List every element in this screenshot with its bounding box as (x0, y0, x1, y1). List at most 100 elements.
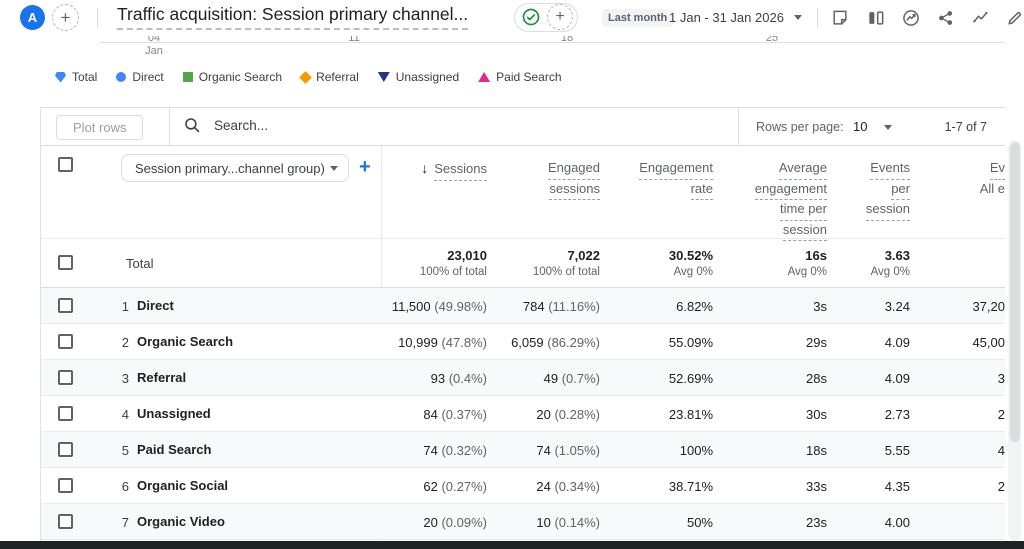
divider (817, 8, 818, 28)
avatar[interactable]: A (20, 5, 45, 30)
report-table-panel: Plot rows Search... Rows per page: 10 1-… (40, 107, 1005, 541)
plot-rows-button[interactable]: Plot rows (56, 115, 144, 140)
comparison-icon (869, 11, 884, 25)
column-header-events-per-session: Events per session (865, 159, 910, 221)
total-row-checkbox[interactable] (58, 255, 73, 270)
trends-button[interactable] (969, 6, 993, 30)
column-header-sessions: ↓ Sessions (421, 159, 487, 181)
total-events-per-session: 3.63 Avg 0% (870, 248, 910, 278)
table-row: 2 Organic Search 10,999 (47.8%) 6,059 (8… (41, 324, 1005, 360)
chevron-down-icon (330, 165, 338, 171)
table-body: 1 Direct 11,500 (49.98%) 784 (11.16%) 6.… (41, 288, 1005, 540)
legend-item-total[interactable]: Total (55, 70, 97, 84)
table-row: 6 Organic Social 62 (0.27%) 24 (0.34%) 3… (41, 468, 1005, 504)
square-marker-icon (182, 72, 193, 82)
period-label: Last month (602, 9, 674, 27)
channel-name: Organic Social (137, 478, 229, 493)
legend-item-organic-search[interactable]: Organic Search (182, 70, 282, 84)
chart-legend: Total Direct Organic Search Referral Una… (55, 70, 562, 84)
plus-icon: + (60, 7, 71, 27)
x-tick: 04 Jan (145, 36, 163, 57)
channel-name: Unassigned (137, 406, 211, 421)
search-placeholder: Search... (214, 118, 269, 133)
select-all-checkbox[interactable] (58, 157, 73, 172)
x-tick: 25 (765, 36, 779, 44)
chart-x-axis: 04 Jan 11 18 25 (0, 36, 1024, 68)
triangle-down-marker-icon (377, 72, 390, 82)
horizontal-scrollbar[interactable] (0, 541, 1024, 549)
total-engagement-rate: 30.52% Avg 0% (668, 248, 713, 278)
search-input[interactable]: Search... (183, 116, 268, 135)
column-header-avg-engagement-time: Average engagement time per session (754, 159, 827, 241)
vertical-scrollbar[interactable] (1008, 140, 1021, 541)
total-label: Total (126, 256, 154, 271)
diamond-marker-icon (299, 70, 312, 84)
legend-item-direct[interactable]: Direct (116, 70, 164, 84)
table-header: Session primary...channel group) + ↓ Sess… (41, 146, 1005, 241)
row-checkbox[interactable] (58, 334, 73, 349)
rows-per-page-label: Rows per page: (756, 120, 844, 134)
dimension-selector[interactable]: Session primary...channel group) (121, 154, 349, 182)
pagination-range: 1-7 of 7 (944, 120, 987, 134)
channel-name: Organic Search (137, 334, 234, 349)
legend-item-paid-search[interactable]: Paid Search (478, 70, 562, 84)
share-button[interactable] (934, 6, 958, 30)
rows-per-page-select[interactable]: 10 (853, 119, 868, 134)
row-checkbox[interactable] (58, 298, 73, 313)
channel-name: Organic Video (137, 514, 225, 529)
add-comparison-button[interactable]: + (547, 4, 573, 30)
comparison-button[interactable] (864, 6, 888, 30)
total-marker-icon (55, 71, 66, 83)
table-row: 7 Organic Video 20 (0.09%) 10 (0.14%) 50… (41, 504, 1005, 540)
row-checkbox[interactable] (58, 442, 73, 457)
divider (738, 108, 739, 146)
edit-button[interactable] (1003, 6, 1024, 30)
divider (169, 108, 170, 146)
triangle-up-marker-icon (478, 72, 491, 82)
row-checkbox[interactable] (58, 478, 73, 493)
sparkline-icon (973, 11, 988, 23)
legend-item-referral[interactable]: Referral (299, 70, 359, 84)
check-circle-icon (521, 7, 541, 27)
table-total-row: Total 23,010 100% of total 7,022 100% of t… (41, 239, 1005, 288)
table-toolbar: Plot rows Search... Rows per page: 10 1-… (41, 108, 1005, 146)
table-row: 1 Direct 11,500 (49.98%) 784 (11.16%) 6.… (41, 288, 1005, 324)
row-checkbox[interactable] (58, 370, 73, 385)
legend-item-unassigned[interactable]: Unassigned (377, 70, 459, 84)
column-header-engaged-sessions: Engaged sessions (547, 159, 600, 200)
table-row: 4 Unassigned 84 (0.37%) 20 (0.28%) 23.81… (41, 396, 1005, 432)
channel-name: Direct (137, 298, 174, 313)
circle-marker-icon (116, 72, 127, 82)
scrollbar-thumb[interactable] (1009, 142, 1020, 442)
chevron-down-icon[interactable] (884, 125, 892, 130)
report-title[interactable]: Traffic acquisition: Session primary cha… (117, 4, 469, 30)
row-checkbox[interactable] (58, 406, 73, 421)
table-row: 5 Paid Search 74 (0.32%) 74 (1.05%) 100%… (41, 432, 1005, 468)
pencil-icon (1008, 11, 1022, 25)
notes-button[interactable] (828, 6, 852, 30)
add-dimension-button[interactable]: + (359, 156, 371, 178)
x-tick: 11 (348, 36, 360, 44)
channel-name: Referral (137, 370, 187, 385)
column-header-event-count: Ev All e (979, 160, 1005, 196)
channel-name: Paid Search (137, 442, 212, 457)
dimension-selector-value: Session primary...channel group) (135, 160, 325, 176)
insights-icon (903, 10, 919, 26)
total-engaged-sessions: 7,022 100% of total (532, 248, 600, 278)
total-avg-engagement-time: 16s Avg 0% (787, 248, 827, 278)
row-checkbox[interactable] (58, 514, 73, 529)
insights-button[interactable] (899, 6, 923, 30)
divider (97, 8, 98, 28)
x-tick: 18 (560, 36, 574, 44)
sort-desc-icon[interactable]: ↓ (421, 160, 429, 176)
chevron-down-icon[interactable] (794, 15, 802, 20)
column-header-engagement-rate: Engagement rate (639, 159, 713, 200)
top-bar: A + Traffic acquisition: Session primary… (0, 0, 1024, 36)
add-segment-button[interactable]: + (52, 4, 79, 31)
search-icon (185, 118, 200, 133)
axis-line (100, 42, 1005, 43)
table-row: 3 Referral 93 (0.4%) 49 (0.7%) 52.69% 28… (41, 360, 1005, 396)
date-range-selector[interactable]: 1 Jan - 31 Jan 2026 (669, 10, 784, 25)
total-sessions: 23,010 100% of total (419, 248, 487, 278)
plus-icon: + (555, 8, 565, 25)
